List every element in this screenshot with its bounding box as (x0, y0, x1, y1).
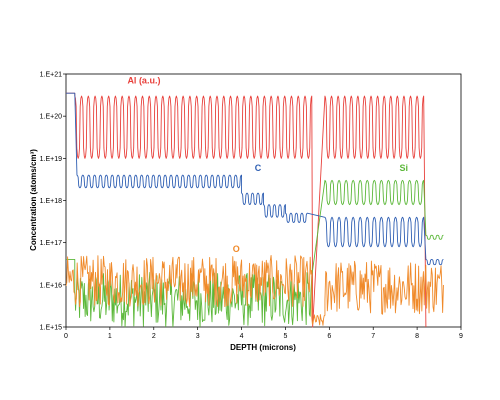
series-line-c (66, 92, 444, 266)
series-line-al-a-u (66, 92, 427, 328)
y-tick-label: 1.E+18 (40, 198, 62, 205)
x-tick-label: 4 (240, 333, 244, 340)
y-axis-title: Concentration (atoms/cm³) (29, 149, 38, 251)
series-label-al-a-u: Al (a.u.) (127, 75, 160, 85)
series-label-o: O (233, 244, 240, 254)
x-axis-title: DEPTH (microns) (230, 343, 296, 352)
y-tick-label: 1.E+20 (40, 114, 62, 121)
x-tick-label: 1 (108, 333, 112, 340)
x-tick-label: 5 (283, 333, 287, 340)
y-tick-label: 1.E+15 (40, 325, 62, 332)
y-tick-label: 1.E+21 (40, 72, 62, 79)
x-tick-label: 7 (371, 333, 375, 340)
series-annotations: Al (a.u.) C Si O (127, 75, 408, 254)
x-tick-label: 9 (459, 333, 463, 340)
x-tick-label: 8 (415, 333, 419, 340)
y-axis-ticks: 1.E+15 1.E+16 1.E+17 1.E+18 1.E+19 1.E+20 1.E+… (40, 72, 66, 332)
y-tick-label: 1.E+17 (40, 240, 62, 247)
x-tick-label: 3 (196, 333, 200, 340)
series-layer (65, 92, 444, 328)
y-tick-label: 1.E+19 (40, 156, 62, 163)
x-tick-label: 0 (64, 333, 68, 340)
series-label-c: C (255, 163, 262, 173)
y-tick-label: 1.E+16 (40, 282, 62, 289)
series-label-si: Si (400, 163, 409, 173)
x-tick-label: 6 (327, 333, 331, 340)
x-axis-ticks: 0 1 2 3 4 5 6 7 8 9 (64, 327, 463, 340)
x-tick-label: 2 (152, 333, 156, 340)
series-line-o (65, 255, 444, 326)
series-line-si (66, 179, 444, 328)
